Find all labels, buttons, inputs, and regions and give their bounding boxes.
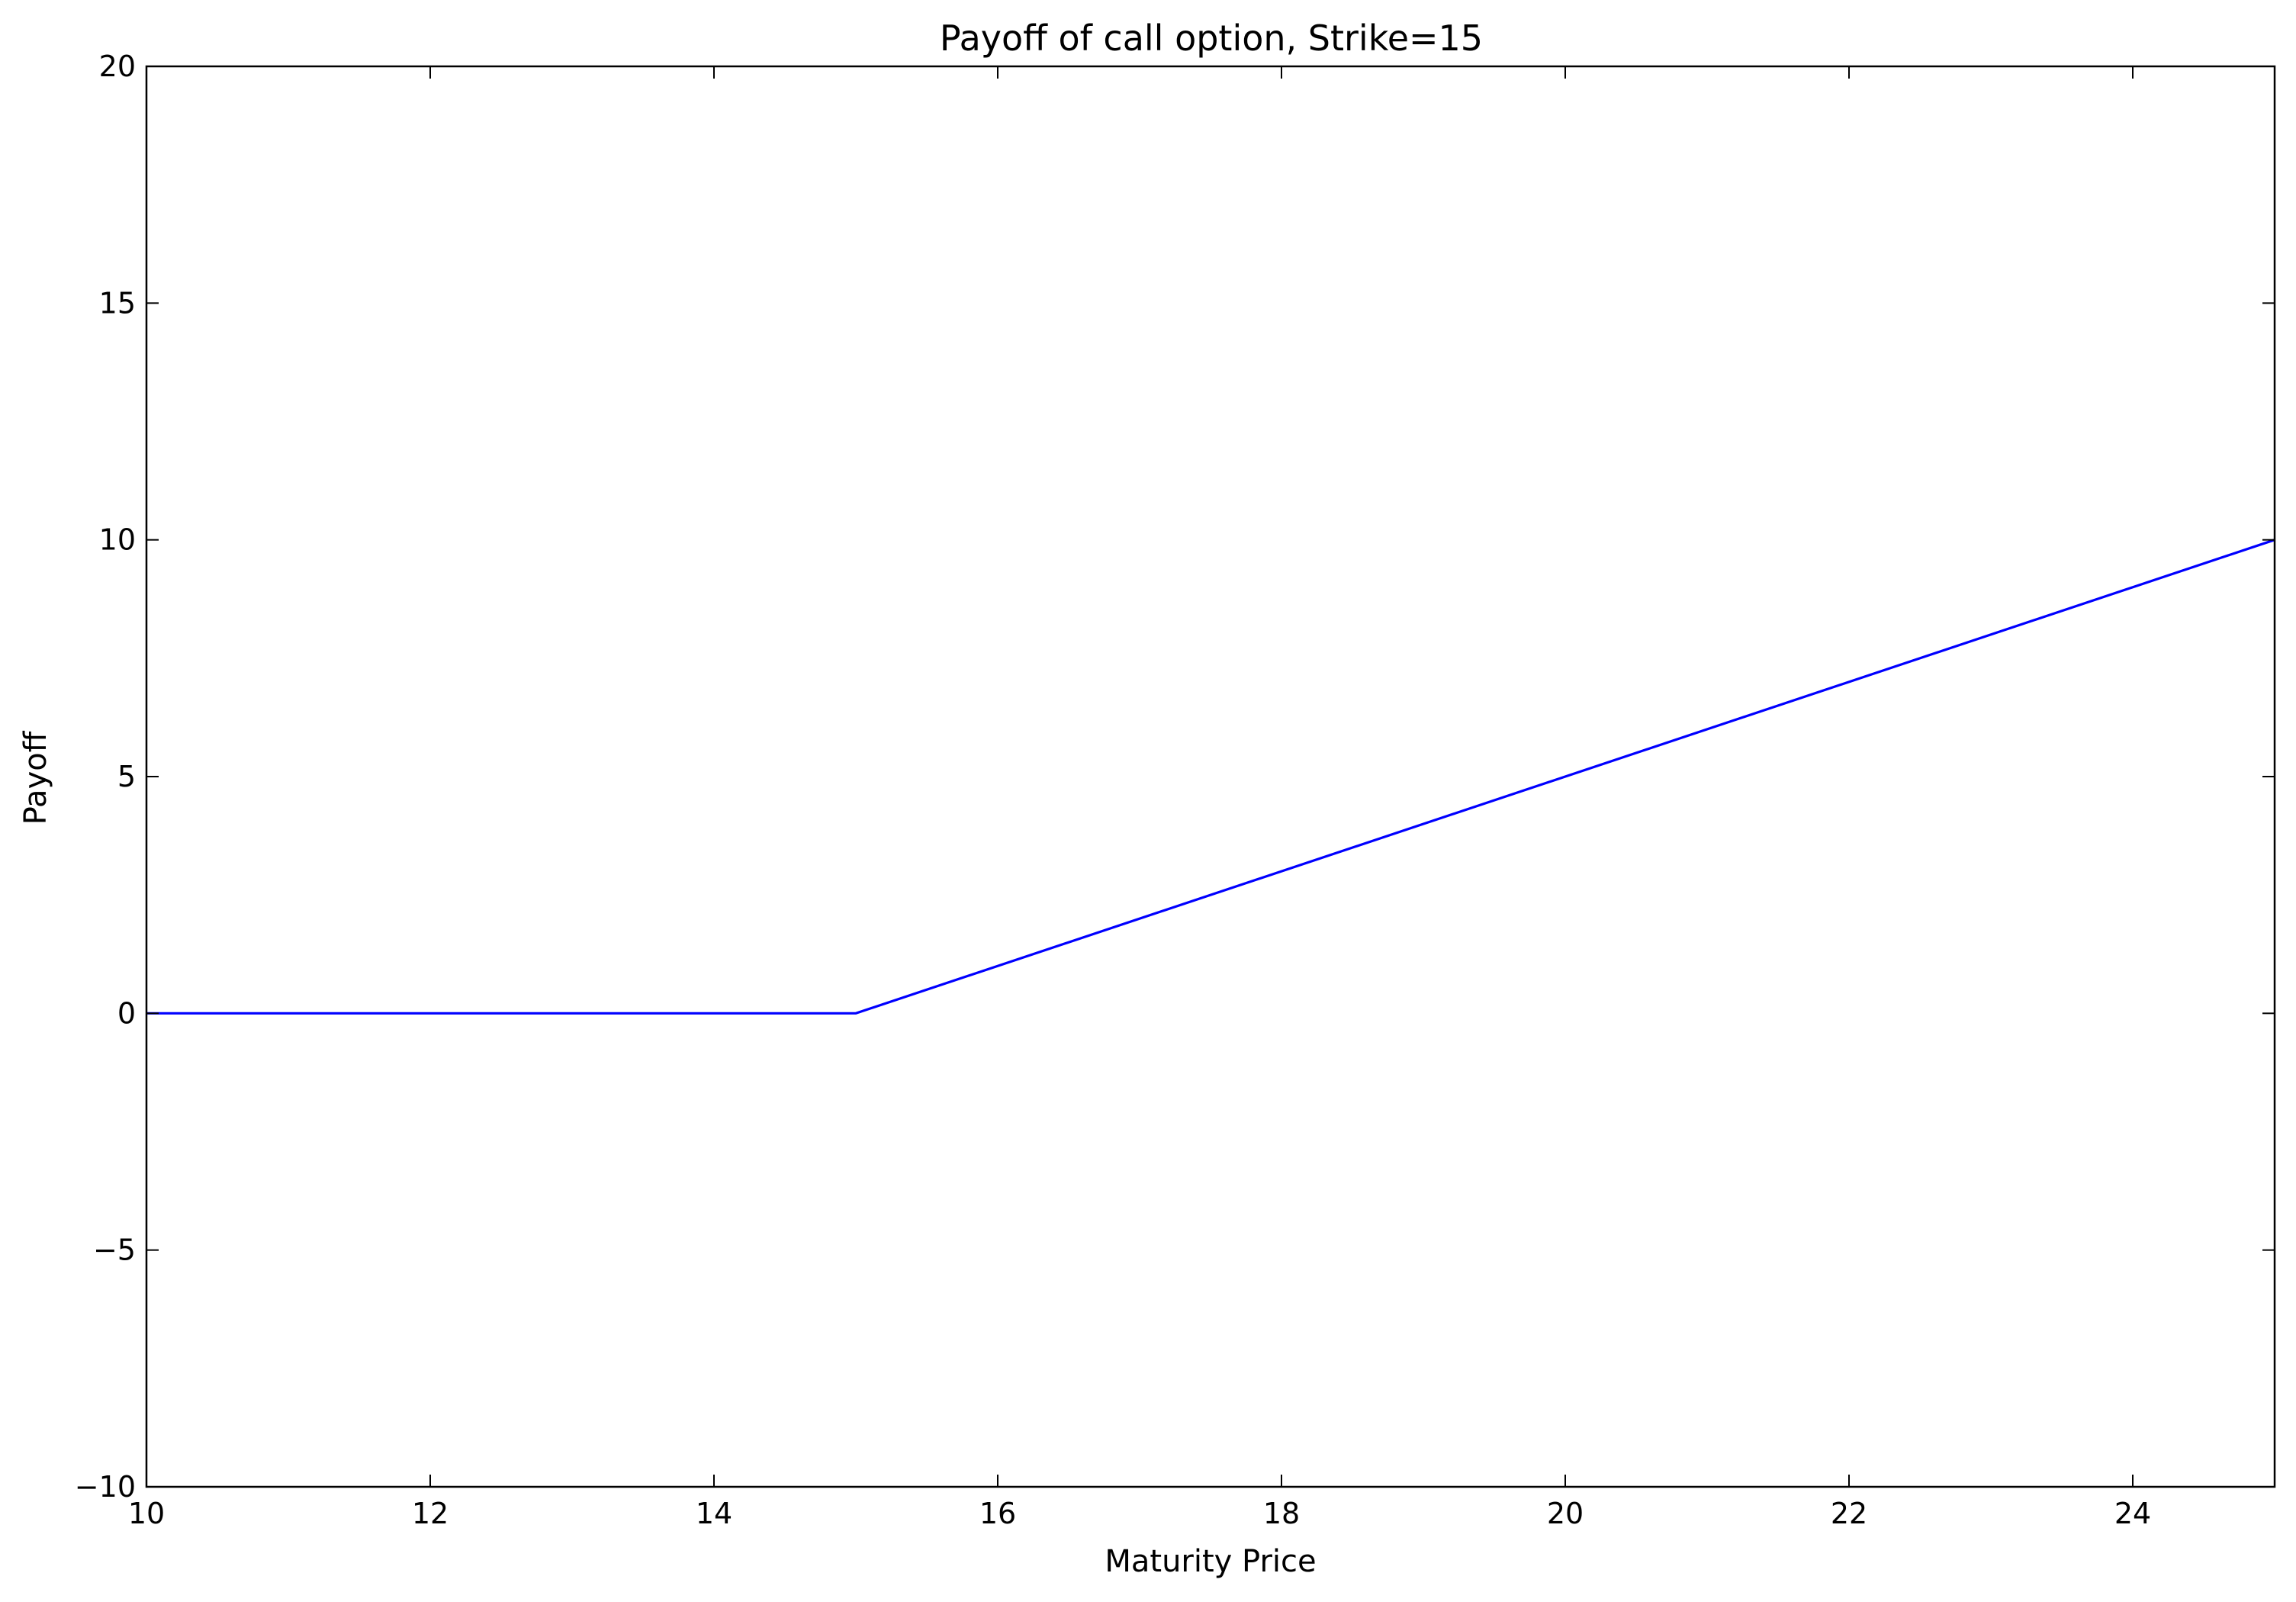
x-tick-label: 18 [1263, 1497, 1300, 1530]
plot-area: 10 12 14 16 18 20 22 24 −10 −5 0 5 10 15 20 [75, 50, 2276, 1530]
x-tick-label: 10 [128, 1497, 165, 1530]
x-tick-label: 14 [696, 1497, 732, 1530]
y-tick-label: 0 [117, 996, 136, 1030]
series-line-0 [146, 539, 2275, 1015]
chart-title: Payoff of call option, Strike=15 [940, 18, 1483, 59]
x-tick-label: 20 [1547, 1497, 1584, 1530]
y-tick-label: −10 [75, 1470, 136, 1504]
series-layer [146, 539, 2275, 1015]
y-tick-label: 15 [99, 286, 136, 320]
y-tick-label: 5 [117, 760, 136, 793]
plot-frame [145, 65, 2276, 1488]
x-tick-label: 22 [1831, 1497, 1867, 1530]
x-tick-label: 24 [2114, 1497, 2151, 1530]
y-tick-label: −5 [93, 1234, 136, 1267]
x-tick-label: 16 [979, 1497, 1016, 1530]
x-axis-ticks: 10 12 14 16 18 20 22 24 [128, 66, 2151, 1530]
x-tick-label: 12 [412, 1497, 449, 1530]
x-axis-label: Maturity Price [1105, 1544, 1316, 1579]
y-axis-label: Payoff [18, 730, 53, 825]
y-tick-label: 10 [99, 523, 136, 557]
y-tick-label: 20 [99, 50, 136, 83]
plot-background [146, 66, 2275, 1487]
